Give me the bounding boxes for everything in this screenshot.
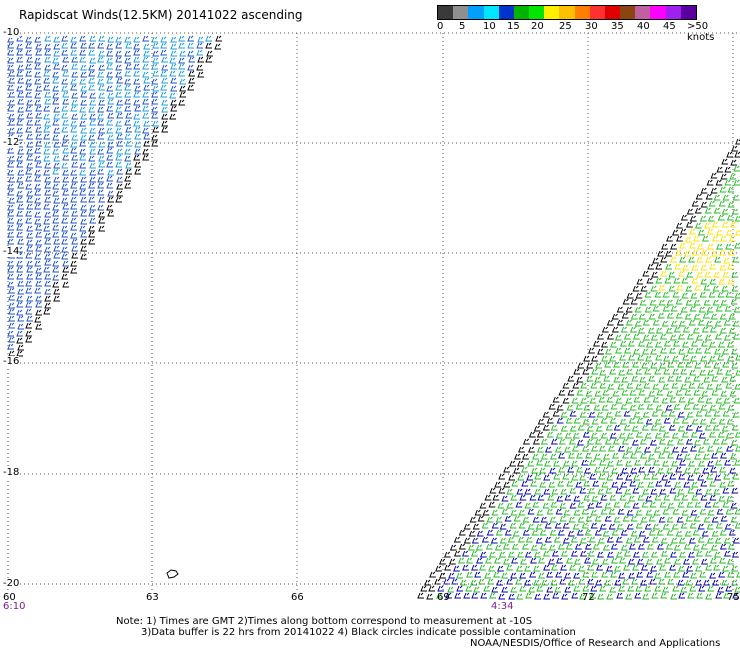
legend-swatch (574, 6, 590, 19)
lat-label-20: -20 (3, 578, 20, 589)
grid-lines (7, 32, 740, 590)
lat-label-16: -16 (3, 356, 20, 367)
legend-swatch (665, 6, 681, 19)
legend-label: 5 (459, 21, 466, 32)
legend-label: 0 (437, 21, 444, 32)
wind-barbs-dark-blue (437, 404, 740, 600)
legend-label: 10 (483, 21, 496, 32)
lon-label-66: 66 (291, 592, 304, 603)
wind-barbs (7, 35, 740, 600)
legend-swatch (589, 6, 605, 19)
time-label-middle: 4:34 (491, 601, 514, 612)
island-outline (166, 569, 179, 579)
legend-swatch (544, 6, 560, 19)
lon-label-72: 72 (582, 592, 595, 603)
legend-label: 25 (559, 21, 572, 32)
legend-swatch (680, 6, 696, 19)
time-label-left: 6:10 (3, 601, 26, 612)
legend-label: 15 (507, 21, 520, 32)
lat-label-12: -12 (3, 137, 20, 148)
wind-barbs-light (43, 35, 212, 176)
legend-swatch (559, 6, 575, 19)
legend-color-bar (437, 5, 697, 20)
lon-label-69: 69 (437, 592, 450, 603)
lon-label-75: 75 (727, 592, 740, 603)
wind-barbs-calm (7, 35, 203, 350)
legend-swatch (453, 6, 469, 19)
lon-label-63: 63 (146, 592, 159, 603)
legend-swatch (483, 6, 499, 19)
legend-swatch (513, 6, 530, 19)
map-title: Rapidscat Winds(12.5KM) 20141022 ascendi… (19, 8, 303, 22)
legend-swatch (529, 6, 545, 19)
legend-swatch (438, 6, 454, 19)
legend-label: 30 (585, 21, 598, 32)
legend-label: 20 (531, 21, 544, 32)
wind-barbs-contamination (7, 35, 740, 600)
legend-label: 35 (611, 21, 624, 32)
legend-label: 45 (663, 21, 676, 32)
lat-label-18: -18 (3, 467, 20, 478)
legend-label: >50 knots (687, 21, 715, 43)
lat-label-14: -14 (3, 246, 20, 257)
legend-swatch (498, 6, 514, 19)
legend-swatch (650, 6, 666, 19)
credit-line: NOAA/NESDIS/Office of Research and Appli… (470, 638, 721, 649)
legend-labels: 0 5 10 15 20 25 30 35 40 45 >50 knots (437, 20, 737, 43)
note-line-2: 3)Data buffer is 22 hrs from 20141022 4)… (141, 627, 576, 638)
lat-label-10: -10 (3, 27, 20, 38)
legend-swatch (635, 6, 651, 19)
note-line-1: Note: 1) Times are GMT 2)Times along bot… (116, 616, 533, 627)
legend-swatch (620, 6, 636, 19)
legend-swatch (468, 6, 484, 19)
legend-swatch (604, 6, 621, 19)
wind-speed-legend: 0 5 10 15 20 25 30 35 40 45 >50 knots (437, 5, 737, 43)
legend-label: 40 (637, 21, 650, 32)
lon-label-60: 60 (3, 592, 16, 603)
wind-barbs-strong (658, 221, 740, 291)
wind-barbs-moderate (436, 165, 740, 600)
